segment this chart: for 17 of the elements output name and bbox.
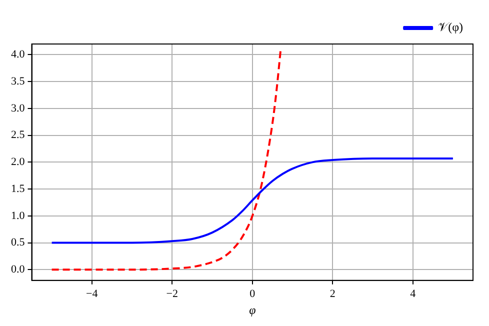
x-tick-label: 4 — [410, 288, 416, 300]
y-tick-label: 2.5 — [11, 129, 26, 142]
legend-label: 𝒱(φ) — [438, 20, 464, 34]
y-tick-label: 4.0 — [11, 48, 26, 61]
y-tick-label: 3.0 — [11, 102, 26, 114]
y-tick-label: 1.5 — [11, 182, 26, 195]
y-tick-label: 1.0 — [11, 210, 26, 222]
y-tick-label: 2.0 — [11, 156, 26, 168]
x-tick-label: −4 — [86, 288, 98, 300]
y-tick-label: 0.0 — [11, 264, 26, 276]
x-axis-title: φ — [249, 302, 256, 317]
x-tick-label: 2 — [330, 288, 336, 300]
x-tick-label: 0 — [250, 288, 256, 300]
y-tick-label: 3.5 — [11, 76, 26, 88]
line-series — [50, 157, 454, 244]
y-tick-label: 0.5 — [11, 236, 26, 249]
x-tick-label: −2 — [166, 288, 178, 300]
